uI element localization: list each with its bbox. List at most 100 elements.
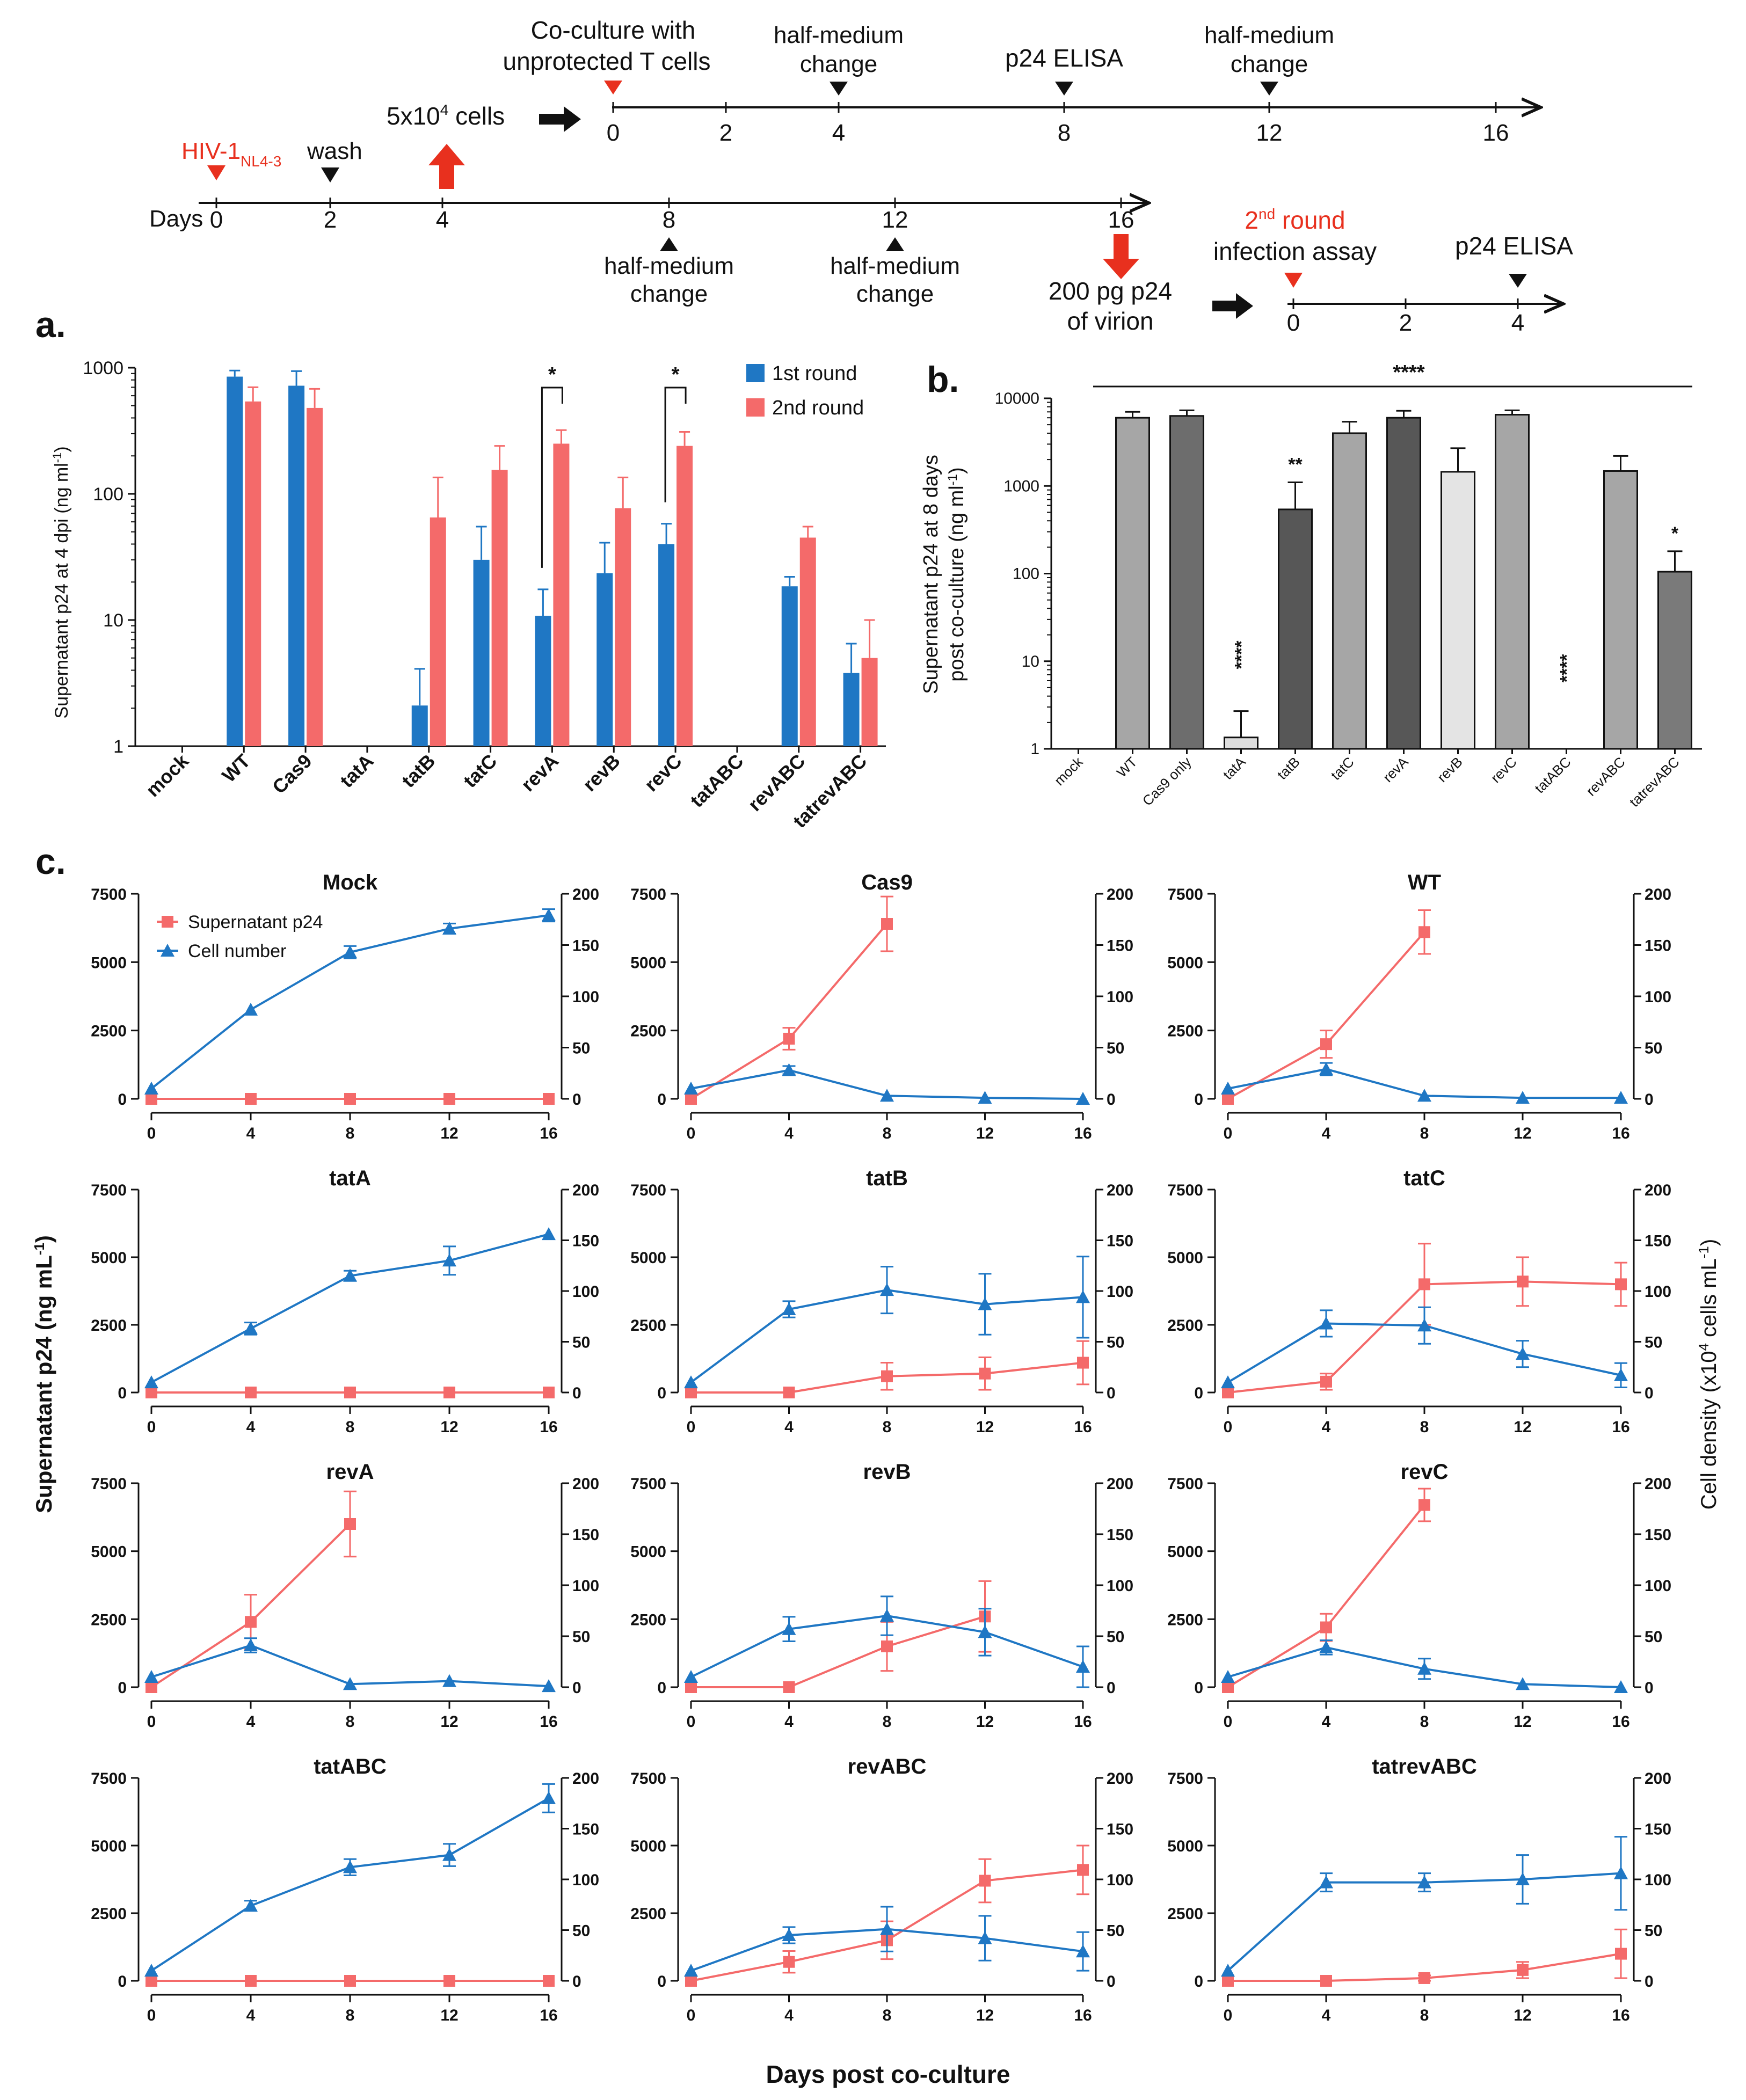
panel-a-bar — [658, 544, 675, 746]
panel-c-left-tick-label: 0 — [1194, 1679, 1203, 1697]
panel-c-cells-point — [1221, 1670, 1235, 1683]
panel-a-xtick-label: revA — [516, 750, 563, 796]
panel-c-xtick-label: 16 — [1612, 1418, 1629, 1436]
panel-c-right-tick-label: 200 — [1645, 1182, 1671, 1199]
panel-c-cells-point — [144, 1964, 158, 1977]
panel-c-cells-point — [244, 1002, 258, 1016]
panel-c-cells-point — [782, 1063, 796, 1076]
panel-c-cells-point — [144, 1375, 158, 1389]
panel-c-subplot-revA: revA 0 2500 5000 7500 0 50 100 150 200 0 4 8 12 16 — [91, 1460, 599, 1731]
panel-c-cells-point — [542, 1227, 556, 1241]
panel-c-ylabel-right: Cell density (x104 cells mL-1) — [1696, 1239, 1721, 1510]
panel-c-right-tick-label: 0 — [1645, 1384, 1654, 1402]
panel-c-p24-point — [881, 1370, 893, 1382]
panel-c-right-tick-label: 100 — [1645, 988, 1671, 1006]
panel-c-xtick-label: 16 — [1074, 2007, 1092, 2024]
panel-c-p24-point — [1222, 1093, 1234, 1105]
panel-c-cells-point — [1614, 1680, 1628, 1693]
panel-b-xtick-label: revABC — [1583, 754, 1628, 799]
panel-c-cells-point — [684, 1081, 698, 1095]
panel-c-cells-point — [542, 1791, 556, 1804]
panel-c-right-tick-label: 0 — [1645, 1973, 1654, 1990]
panel-b-bar — [1169, 415, 1204, 750]
timeline-top-tick-label: 4 — [832, 120, 845, 146]
panel-a-bar — [676, 446, 693, 746]
panel-b-xtick-label: revC — [1488, 754, 1520, 786]
timeline-top-tick-label: 2 — [719, 120, 732, 146]
panel-c-subplot-Mock: Mock 0 2500 5000 7500 0 50 100 150 200 0 4 8 12 16 Supe… — [91, 871, 599, 1142]
panel-c-right-tick-label: 150 — [1645, 1821, 1671, 1839]
panel-c-p24-point — [543, 1975, 555, 1987]
panel-c-right-tick-label: 50 — [572, 1628, 590, 1646]
panel-c-left-tick-label: 2500 — [630, 1905, 666, 1923]
panel-c-left-tick-label: 0 — [118, 1973, 127, 1990]
panel-c-title: revABC — [848, 1755, 927, 1778]
panel-c-cells-point — [1516, 1091, 1530, 1104]
panel-a-bar — [843, 673, 860, 746]
panel-a-xtick-label: tatA — [336, 750, 377, 792]
panel-c-right-tick-label: 100 — [1645, 1283, 1671, 1301]
panel-c-right-tick-label: 100 — [572, 988, 599, 1006]
panel-c-xtick-label: 0 — [687, 1125, 696, 1142]
panel-c-p24-point — [344, 1387, 356, 1398]
panel-c-right-tick-label: 50 — [1645, 1922, 1662, 1940]
panel-c-right-tick-label: 200 — [1107, 1770, 1133, 1788]
panel-c-right-tick-label: 50 — [572, 1922, 590, 1940]
panel-a-bar — [430, 517, 446, 746]
panel-c-p24-point — [685, 1387, 697, 1398]
timeline-bottom-tick-label: 4 — [436, 207, 449, 233]
panel-c-xtick-label: 4 — [246, 1713, 256, 1731]
panel-c-subplot-revABC: revABC 0 2500 5000 7500 0 50 100 150 200 0 4 8 12 16 — [630, 1755, 1133, 2024]
panel-c-subplot-WT: WT 0 2500 5000 7500 0 50 100 150 200 0 4 8 12 16 — [1167, 871, 1671, 1142]
panel-c-p24-point — [1418, 1972, 1430, 1984]
panel-c-xtick-label: 4 — [784, 2007, 794, 2024]
panel-c-xtick-label: 16 — [1612, 1713, 1629, 1731]
timeline-bottom-ticks: 0 2 4 8 12 16 — [210, 198, 1134, 233]
panel-c-xtick-label: 12 — [1514, 2007, 1531, 2024]
panel-c-cells-point — [244, 1899, 258, 1912]
panel-c-cells-point — [880, 1609, 894, 1622]
panel-c-cells-point — [343, 1268, 357, 1282]
panel-b-xtick-label: revA — [1380, 754, 1412, 785]
panel-c-cells-point — [1221, 1375, 1235, 1389]
panel-a-bar — [411, 705, 428, 746]
panel-c-xtick-label: 12 — [1514, 1418, 1531, 1436]
panel-c-xtick-label: 4 — [1322, 1125, 1331, 1142]
panel-b-ylabel-1: Supernatant p24 at 8 days — [920, 455, 942, 694]
panel-a-xtick-label: tatC — [459, 750, 501, 792]
panel-c-xtick-label: 8 — [883, 1713, 892, 1731]
bottom-hm2-label-2: change — [856, 281, 934, 307]
panel-c-right-tick-label: 150 — [572, 1233, 599, 1250]
panel-c-left-tick-label: 5000 — [630, 1249, 666, 1267]
panel-c-xtick-label: 0 — [147, 1125, 156, 1142]
panel-c-xtick-label: 12 — [440, 1125, 458, 1142]
panel-c-cells-point — [1516, 1872, 1530, 1885]
panel-b-ytick-label: 1000 — [1003, 477, 1039, 495]
panel-c-p24-point — [1222, 1975, 1234, 1987]
panel-c-cells-point — [144, 1670, 158, 1683]
panel-c-right-tick-label: 150 — [572, 937, 599, 955]
panel-c-right-tick-label: 150 — [572, 1526, 599, 1544]
round2-marker-icon — [1284, 273, 1303, 288]
panel-c-subplot-Cas9: Cas9 0 2500 5000 7500 0 50 100 150 200 0 4 8 12 16 — [630, 871, 1133, 1142]
panel-a-bar — [861, 658, 878, 746]
coculture-label-2: unprotected T cells — [503, 47, 711, 75]
coculture-marker-icon — [604, 81, 622, 94]
panel-c-left-tick-label: 5000 — [91, 1543, 127, 1561]
panel-c-left-tick-label: 2500 — [1167, 1611, 1203, 1629]
panel-c-p24-point — [146, 1387, 157, 1398]
top-hm1-marker-icon — [830, 82, 848, 96]
panel-c-right-tick-label: 0 — [572, 1679, 581, 1697]
panel-b-ylabel-2: post co-culture (ng ml-1) — [945, 467, 968, 681]
panel-c-p24-point — [245, 1093, 257, 1105]
top-hm2-label-1: half-medium — [1204, 22, 1334, 48]
top-hm1-label-1: half-medium — [774, 22, 904, 48]
panel-b-bar — [1441, 471, 1475, 750]
panel-b-xtick-label: Cas9 only — [1139, 754, 1195, 809]
panel-a-ylabel: Supernatant p24 at 4 dpi (ng ml-1) — [50, 446, 72, 718]
panel-c-left-tick-label: 7500 — [630, 1475, 666, 1493]
panel-c-xtick-label: 0 — [1224, 1125, 1233, 1142]
panel-c-xtick-label: 4 — [784, 1418, 794, 1436]
top-hm2-marker-icon — [1260, 82, 1278, 96]
